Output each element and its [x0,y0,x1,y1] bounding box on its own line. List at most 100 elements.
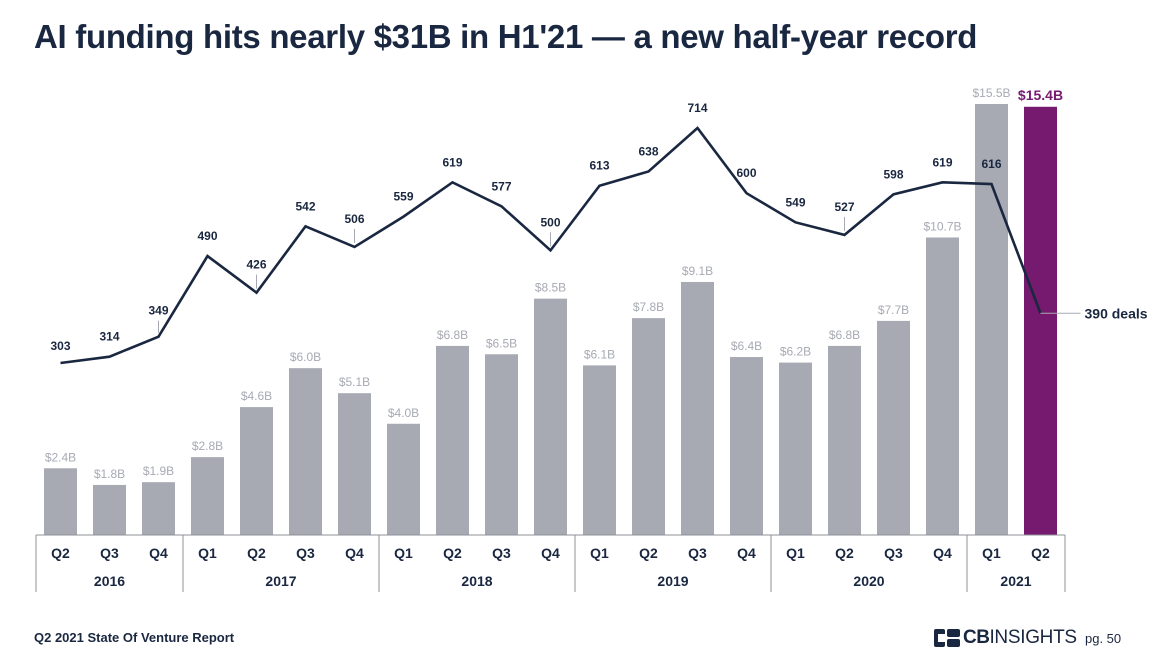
deal-count-label: 600 [736,166,756,180]
x-tick-label: Q3 [492,545,511,561]
bar-value-label: $1.9B [143,464,174,478]
bars-layer: $2.4B $1.8B $1.9B $2.8B $4.6B $6.0B $5.1B $4.0B… [44,86,1063,536]
bar [436,345,469,535]
deal-count-label: 598 [883,167,903,181]
x-tick-label: Q1 [786,545,805,561]
bar [779,362,812,535]
brand-insights-text: INSIGHTS [989,627,1077,648]
bar-value-label: $1.8B [94,467,125,481]
deal-count-label: 559 [393,190,413,204]
bar-value-label: $6.4B [731,339,762,353]
bar-value-label: $6.8B [437,328,468,342]
x-tick-label: Q4 [933,545,952,561]
bar-value-label: $7.7B [878,303,909,317]
bar-value-label: $6.1B [584,347,615,361]
deal-count-label: 549 [785,195,805,209]
x-tick-label: Q3 [884,545,903,561]
x-tick-label: Q3 [688,545,707,561]
x-tick-label: Q4 [737,545,756,561]
x-tick-label: Q2 [51,545,70,561]
bar [730,357,763,535]
bar-value-label: $8.5B [535,281,566,295]
footer-report-name: Q2 2021 State Of Venture Report [34,630,235,645]
bar [44,468,77,535]
x-tick-label: Q1 [590,545,609,561]
line-layer: 303 314 349 490 426 542 506 559 619 577 500 613 638 7… [50,101,1148,365]
x-tick-label: Q2 [247,545,266,561]
bar [632,318,665,535]
bar-value-label: $4.0B [388,406,419,420]
bar [142,482,175,535]
deal-count-label: 490 [197,229,217,243]
axis-layer: Q2 Q3 Q4 Q1 Q2 Q3 Q4 Q1 Q2 Q3 Q4 Q1 Q2 Q3 Q4 Q1 Q2 Q3 Q4 Q1… [35,534,1066,592]
bar [191,457,224,535]
cbinsights-logo-icon [934,629,960,647]
bar-value-label: $5.1B [339,375,370,389]
deal-count-label: 500 [540,215,560,229]
bar-value-label: $6.5B [486,336,517,350]
bar [828,345,861,535]
deal-count-label: 577 [491,179,511,193]
cbinsights-logo: CB INSIGHTS [934,627,1077,649]
bar-value-label: $2.4B [45,450,76,464]
bar [93,484,126,535]
x-year-label: 2018 [461,573,492,589]
deal-count-label: 613 [589,159,609,173]
funding-deals-chart: $2.4B $1.8B $1.9B $2.8B $4.6B $6.0B $5.1B $4.0B… [35,86,1148,592]
x-tick-label: Q1 [394,545,413,561]
bar-highlight [1024,106,1057,536]
bar [583,365,616,535]
deal-count-label: 638 [638,144,658,158]
bar [681,281,714,535]
bar [926,237,959,536]
bar-value-label: $10.7B [923,219,961,233]
deal-count-label: 616 [981,157,1001,171]
bar [877,320,910,535]
page-number: pg. 50 [1085,631,1122,646]
x-tick-label: Q4 [149,545,168,561]
deal-count-label: 527 [834,200,854,214]
x-tick-label: Q4 [541,545,560,561]
x-tick-label: Q3 [100,545,119,561]
brand-cb-text: CB [963,627,990,648]
bar [289,368,322,535]
x-tick-label: Q1 [982,545,1001,561]
x-tick-label: Q2 [835,545,854,561]
deal-count-label: 349 [148,304,168,318]
bar [240,407,273,535]
x-year-label: 2019 [657,573,688,589]
bar [387,423,420,535]
x-tick-label: Q2 [443,545,462,561]
bar [975,104,1008,535]
bar-value-label: $6.2B [780,345,811,359]
deal-count-label: 619 [442,155,462,169]
x-tick-label: Q2 [1031,545,1050,561]
bar-value-label: $6.0B [290,350,321,364]
bar-value-label: $2.8B [192,439,223,453]
bar-value-label: $15.4B [1018,87,1063,103]
x-year-label: 2016 [94,573,125,589]
x-year-label: 2020 [853,573,884,589]
x-tick-label: Q3 [296,545,315,561]
deal-count-label: 303 [50,339,70,353]
deal-count-label: 314 [99,330,119,344]
bar-value-label: $4.6B [241,389,272,403]
x-tick-label: Q2 [639,545,658,561]
deal-count-label: 506 [344,212,364,226]
bar-value-label: $9.1B [682,264,713,278]
deal-count-label: 542 [295,199,315,213]
bar [534,298,567,535]
deal-count-label: 390 deals [1085,305,1148,321]
deal-count-label: 426 [246,258,266,272]
chart-title: AI funding hits nearly $31B in H1'21 — a… [34,18,978,55]
bar-value-label: $15.5B [972,86,1010,100]
deals-line [60,126,1042,365]
deal-count-label: 619 [932,155,952,169]
x-year-label: 2017 [265,573,296,589]
x-tick-label: Q1 [198,545,217,561]
bar [338,393,371,535]
bar-value-label: $7.8B [633,300,664,314]
bar-value-label: $6.8B [829,328,860,342]
x-year-label: 2021 [1000,573,1031,589]
deal-count-label: 714 [687,101,707,115]
